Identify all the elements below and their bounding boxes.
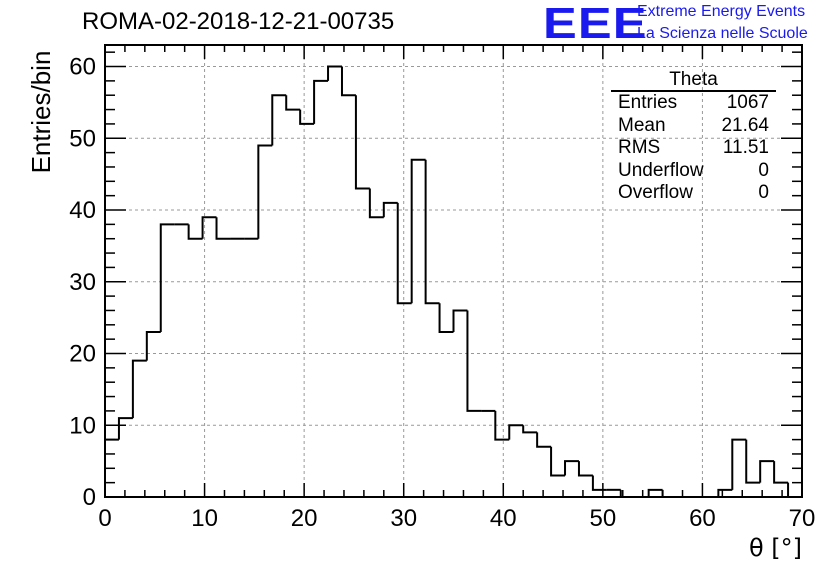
logo-line-2: La Scienza nelle Scuole [637, 25, 808, 42]
eee-logo: EEE [543, 0, 648, 48]
histogram-bin [494, 410, 510, 441]
x-tick-label: 30 [390, 505, 417, 532]
histogram-bin [327, 65, 342, 81]
histogram-bin [661, 489, 677, 498]
histogram-bin [424, 159, 440, 305]
x-tick-label: 10 [191, 505, 218, 532]
histogram-bin [145, 330, 161, 361]
x-tick-label: 50 [590, 505, 617, 532]
stats-label: RMS [618, 137, 661, 158]
x-tick-label: 20 [291, 505, 318, 532]
stats-row-rms: RMS 11.51 [611, 137, 776, 160]
histogram-bin [410, 158, 426, 304]
stats-label: Underflow [618, 159, 704, 181]
histogram-bin [299, 109, 315, 125]
histogram-bin [522, 425, 538, 434]
stats-value: 0 [758, 159, 769, 181]
histogram-bin [131, 359, 147, 419]
y-tick-label: 30 [69, 269, 96, 296]
histogram-bin [466, 310, 482, 412]
x-tick-label: 60 [689, 505, 716, 532]
x-tick-label: 70 [789, 505, 816, 532]
histogram-bin [340, 66, 356, 97]
histogram-bin [117, 417, 133, 440]
histogram-bin [508, 424, 524, 440]
histogram-bin [773, 461, 789, 484]
stats-row-entries: Entries 1067 [611, 92, 776, 115]
y-tick-label: 10 [69, 412, 96, 439]
y-tick-label: 40 [69, 197, 96, 224]
x-tick-label: 40 [490, 505, 517, 532]
plot-frame [104, 44, 803, 498]
page-title: ROMA-02-2018-12-21-00735 [82, 8, 395, 35]
logo-line-1: Extreme Energy Events [637, 3, 806, 20]
histogram-bin [285, 95, 301, 111]
histogram-bin [647, 488, 663, 497]
stats-box: Theta Entries 1067 Mean 21.64 RMS 11.51 … [611, 70, 776, 205]
histogram-bin [215, 217, 231, 240]
y-tick-label: 50 [69, 125, 96, 152]
stats-row-mean: Mean 21.64 [611, 115, 776, 138]
stats-title: Theta [611, 70, 776, 92]
stats-row-underflow: Underflow 0 [611, 160, 776, 183]
histogram-bin [396, 202, 412, 305]
x-axis-label: θ [°] [748, 534, 802, 562]
histogram-bin [577, 461, 593, 477]
histogram-bin [731, 438, 747, 490]
histogram-bin [438, 303, 454, 333]
histogram-bin [201, 216, 217, 239]
histogram-bin [354, 95, 370, 190]
histogram-bin [382, 201, 398, 218]
histogram-bin [564, 460, 579, 476]
stats-value: 21.64 [721, 114, 769, 136]
histogram-bin [187, 224, 203, 240]
histogram-bin [368, 188, 384, 219]
stats-value: 1067 [726, 92, 769, 113]
y-tick-label: 0 [83, 484, 96, 511]
histogram-bin [452, 309, 468, 332]
y-tick-label: 60 [69, 54, 96, 81]
stats-label: Mean [618, 114, 666, 136]
histogram-bin [717, 488, 733, 497]
histogram-bin [550, 446, 566, 477]
histogram-bin [159, 223, 175, 332]
stats-label: Entries [618, 92, 678, 113]
histogram-bin [257, 144, 273, 239]
histogram-bin [591, 475, 607, 491]
histogram-bin [759, 460, 775, 483]
x-tick-label: 0 [98, 505, 111, 532]
histogram-bin [313, 79, 329, 124]
histogram-bin [536, 432, 552, 448]
histogram-bin [745, 439, 761, 484]
stats-value: 11.51 [722, 137, 769, 158]
stats-label: Overflow [618, 182, 693, 203]
histogram-bin [271, 94, 287, 146]
y-tick-label: 20 [69, 341, 96, 368]
histogram-bin [787, 482, 802, 498]
y-axis-label: Entries/bin [26, 50, 56, 174]
stats-value: 0 [758, 182, 769, 203]
stats-row-overflow: Overflow 0 [611, 182, 776, 205]
